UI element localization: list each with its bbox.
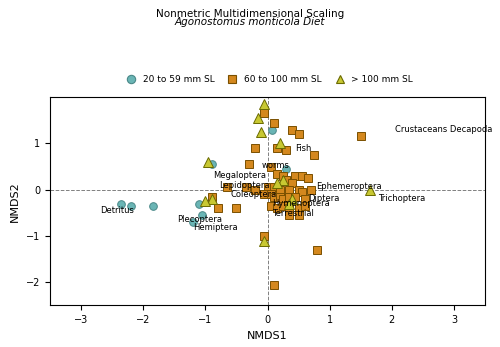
- Legend: 20 to 59 mm SL, 60 to 100 mm SL, > 100 mm SL: 20 to 59 mm SL, 60 to 100 mm SL, > 100 m…: [122, 75, 413, 84]
- Text: Trichoptera: Trichoptera: [378, 194, 426, 203]
- Text: worms: worms: [262, 161, 289, 170]
- Text: Fish: Fish: [296, 144, 312, 153]
- Text: Agonostomus monticola Diet: Agonostomus monticola Diet: [175, 17, 325, 27]
- Text: Diptera: Diptera: [308, 194, 340, 203]
- Text: Plecoptera: Plecoptera: [178, 215, 222, 224]
- Text: Lepidoptera: Lepidoptera: [219, 181, 270, 191]
- Text: Detritus: Detritus: [100, 206, 134, 215]
- Text: Coleoptera: Coleoptera: [230, 190, 276, 199]
- Text: Crustaceans Decapoda: Crustaceans Decapoda: [395, 125, 492, 134]
- Text: Ephemeroptera: Ephemeroptera: [316, 182, 382, 191]
- Text: Hemiptera: Hemiptera: [193, 223, 238, 232]
- Text: Terrestrial: Terrestrial: [272, 209, 314, 218]
- Y-axis label: NMDS2: NMDS2: [10, 181, 20, 222]
- Text: Nonmetric Multidimensional Scaling: Nonmetric Multidimensional Scaling: [156, 9, 344, 19]
- X-axis label: NMDS1: NMDS1: [247, 331, 288, 341]
- Text: Megaloptera: Megaloptera: [213, 171, 266, 180]
- Text: Hymenoptera: Hymenoptera: [272, 199, 330, 208]
